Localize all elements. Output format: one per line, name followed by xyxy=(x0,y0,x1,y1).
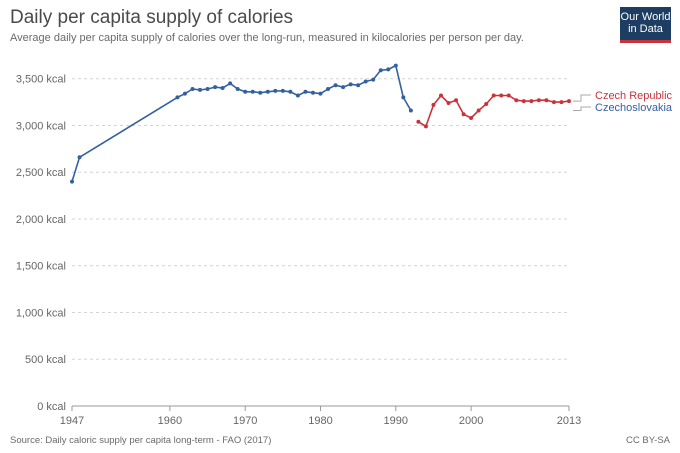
data-point-czechoslovakia xyxy=(393,63,398,68)
x-tick-label: 1990 xyxy=(384,415,408,427)
data-point-czechoslovakia xyxy=(288,89,293,94)
series-label-czechoslovakia: Czechoslovakia xyxy=(595,102,673,114)
data-point-czechoslovakia xyxy=(190,86,195,91)
data-point-czechoslovakia xyxy=(250,89,255,94)
axes: 0 kcal 500 kcal 1,000 kcal 1,500 kcal 2,000 … xyxy=(16,74,581,427)
data-point-czechoslovakia xyxy=(303,89,308,94)
logo-line-2: in Data xyxy=(628,23,663,35)
data-point-czechoslovakia xyxy=(386,67,391,72)
x-tick-label: 1980 xyxy=(308,415,332,427)
data-point-czechoslovakia xyxy=(258,90,263,95)
data-point-czechoslovakia xyxy=(401,95,406,100)
data-point-czech-republic xyxy=(499,93,504,98)
data-point-czechoslovakia xyxy=(295,93,300,98)
data-point-czechoslovakia xyxy=(70,179,74,184)
label-connector-czech-republic xyxy=(573,94,591,102)
series-layer xyxy=(70,63,571,184)
data-point-czechoslovakia xyxy=(175,95,180,100)
chart-subtitle: Average daily per capita supply of calor… xyxy=(10,32,524,44)
data-point-czechoslovakia xyxy=(326,86,331,91)
x-tick-label: 1970 xyxy=(233,415,257,427)
data-point-czechoslovakia xyxy=(213,85,218,90)
data-point-czechoslovakia xyxy=(333,83,338,88)
x-tick-label: 1947 xyxy=(60,415,84,427)
y-tick-label: 500 kcal xyxy=(25,354,66,366)
label-connector-czechoslovakia xyxy=(573,106,591,111)
data-point-czech-republic xyxy=(521,99,526,104)
y-tick-label: 1,500 kcal xyxy=(16,261,66,273)
y-tick-label: 3,000 kcal xyxy=(16,120,66,132)
data-point-czech-republic xyxy=(416,119,421,124)
y-tick-label: 2,500 kcal xyxy=(16,167,66,179)
data-point-czech-republic xyxy=(461,112,466,117)
data-point-czechoslovakia xyxy=(243,89,248,94)
x-tick-label: 2013 xyxy=(557,415,581,427)
x-tick-label: 2000 xyxy=(459,415,483,427)
data-point-czechoslovakia xyxy=(235,86,240,91)
data-point-czech-republic xyxy=(438,93,443,98)
data-point-czech-republic xyxy=(491,93,496,98)
data-point-czechoslovakia xyxy=(348,82,353,87)
grid-lines xyxy=(72,78,569,360)
data-point-czechoslovakia xyxy=(228,81,233,86)
series-label-czech-republic: Czech Republic xyxy=(595,90,673,102)
data-point-czechoslovakia xyxy=(356,83,361,88)
data-point-czechoslovakia xyxy=(371,77,376,82)
data-point-czechoslovakia xyxy=(310,90,315,95)
data-point-czechoslovakia xyxy=(220,86,225,91)
data-point-czechoslovakia xyxy=(280,88,285,93)
data-point-czechoslovakia xyxy=(265,89,270,94)
data-point-czech-republic xyxy=(454,98,459,103)
data-point-czech-republic xyxy=(544,98,549,103)
data-point-czechoslovakia xyxy=(363,79,368,84)
data-point-czechoslovakia xyxy=(205,86,210,91)
data-point-czechoslovakia xyxy=(273,88,278,93)
owid-logo[interactable]: Our World in Data xyxy=(620,7,671,43)
y-tick-label: 0 kcal xyxy=(37,401,66,413)
data-point-czech-republic xyxy=(476,108,481,113)
data-point-czechoslovakia xyxy=(408,108,413,113)
data-point-czech-republic xyxy=(567,99,571,104)
data-point-czech-republic xyxy=(559,100,564,105)
data-point-czech-republic xyxy=(536,98,541,103)
chart-title: Daily per capita supply of calories xyxy=(10,7,294,28)
data-point-czechoslovakia xyxy=(318,91,323,96)
source-note[interactable]: Source: Daily caloric supply per capita … xyxy=(10,435,272,446)
data-point-czech-republic xyxy=(446,101,451,106)
data-point-czech-republic xyxy=(484,101,489,106)
data-point-czech-republic xyxy=(506,93,511,98)
y-tick-label: 3,500 kcal xyxy=(16,74,66,86)
data-point-czech-republic xyxy=(514,98,519,103)
license-note[interactable]: CC BY-SA xyxy=(626,435,670,446)
data-point-czechoslovakia xyxy=(77,155,82,160)
series-line-czechoslovakia xyxy=(71,64,412,182)
data-point-czechoslovakia xyxy=(341,85,346,90)
logo-line-1: Our World xyxy=(620,11,671,23)
data-point-czech-republic xyxy=(551,100,556,105)
data-point-czechoslovakia xyxy=(378,68,383,73)
data-point-czechoslovakia xyxy=(198,87,203,92)
data-point-czech-republic xyxy=(469,115,474,120)
data-point-czechoslovakia xyxy=(182,91,187,96)
x-tick-label: 1960 xyxy=(158,415,182,427)
data-point-czech-republic xyxy=(431,102,436,107)
y-tick-label: 1,000 kcal xyxy=(16,307,66,319)
data-point-czech-republic xyxy=(529,99,534,104)
data-point-czech-republic xyxy=(423,124,428,129)
y-tick-label: 2,000 kcal xyxy=(16,214,66,226)
